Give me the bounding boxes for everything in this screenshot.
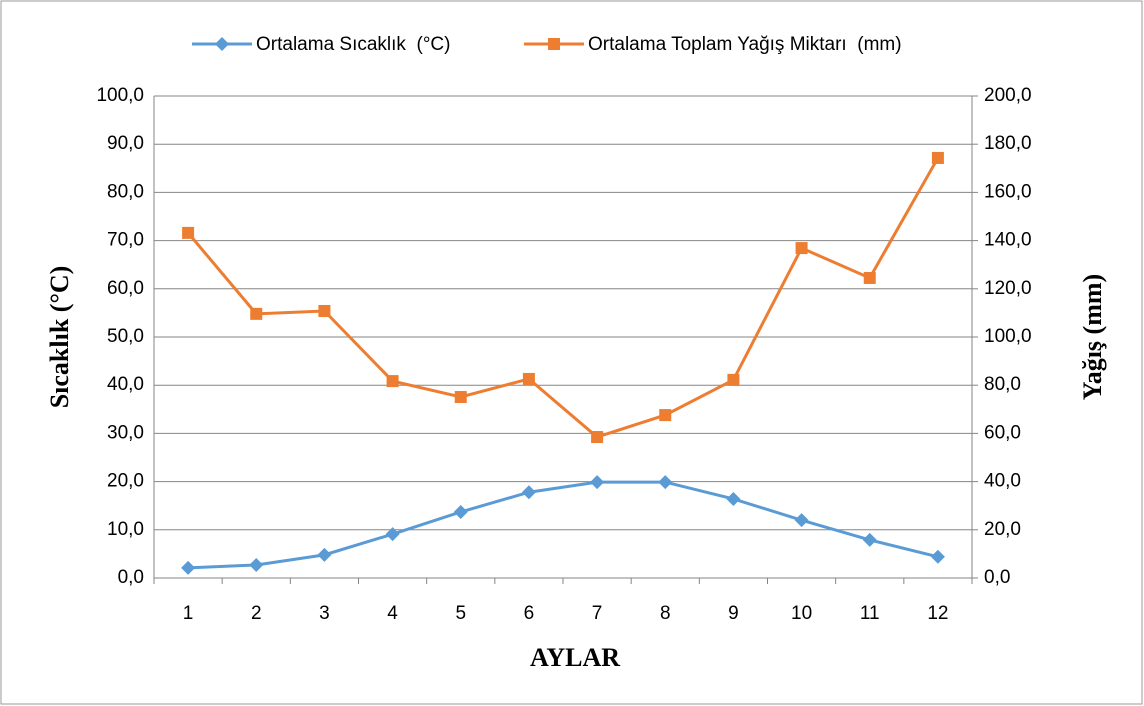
x-tick-label: 10 (791, 603, 812, 624)
y-tick-label: 20,0 (107, 471, 144, 492)
y-tick-label: 90,0 (107, 133, 144, 154)
x-tick-label: 1 (183, 603, 194, 624)
data-point (794, 513, 809, 528)
y2-tick-label: 120,0 (984, 278, 1032, 299)
data-point (863, 271, 876, 284)
x-tick-label: 4 (387, 603, 398, 624)
y-tick-label: 60,0 (107, 278, 144, 299)
series-line (188, 480, 939, 570)
y-axis-title: Sıcaklık (°C) (45, 266, 74, 409)
data-point (453, 504, 468, 519)
x-tick-label: 7 (592, 603, 603, 624)
data-point (591, 431, 604, 444)
y-tick-label: 50,0 (107, 326, 144, 347)
data-point (930, 549, 945, 564)
y2-tick-label: 180,0 (984, 133, 1032, 154)
data-point (182, 226, 195, 239)
series-line (186, 157, 940, 439)
x-tick-label: 3 (319, 603, 330, 624)
x-tick-label: 5 (455, 603, 466, 624)
data-point (454, 391, 467, 404)
data-point (727, 373, 740, 386)
legend-label: Ortalama Sıcaklık (°C) (256, 34, 450, 55)
x-tick-label: 11 (860, 603, 880, 624)
y2-tick-label: 200,0 (984, 85, 1032, 106)
data-point (385, 527, 400, 542)
y2-tick-label: 40,0 (984, 471, 1021, 492)
data-point (317, 547, 332, 562)
data-point (249, 557, 264, 572)
x-axis-title: AYLAR (530, 643, 620, 672)
x-tick-label: 12 (927, 603, 948, 624)
data-point (862, 532, 877, 547)
y-tick-label: 80,0 (107, 181, 144, 202)
x-tick-label: 8 (660, 603, 671, 624)
y-tick-label: 30,0 (107, 422, 144, 443)
y-tick-label: 10,0 (107, 519, 144, 540)
y2-tick-label: 0,0 (984, 567, 1010, 588)
y2-axis-title: Yağış (mm) (1078, 274, 1107, 400)
x-tick-label: 9 (728, 603, 739, 624)
y2-tick-label: 160,0 (984, 181, 1032, 202)
legend-marker (215, 37, 229, 51)
legend-label: Ortalama Toplam Yağış Miktarı (mm) (588, 34, 902, 55)
data-point (318, 304, 331, 317)
data-point (795, 242, 808, 255)
data-point (522, 372, 535, 385)
y2-tick-label: 80,0 (984, 374, 1021, 395)
y-tick-label: 40,0 (107, 374, 144, 395)
y2-tick-label: 100,0 (984, 326, 1032, 347)
legend-marker (548, 38, 560, 50)
data-point (521, 485, 536, 500)
data-point (250, 307, 263, 320)
data-point (659, 409, 672, 422)
y2-tick-label: 60,0 (984, 422, 1021, 443)
data-point (386, 375, 399, 388)
y2-tick-label: 20,0 (984, 519, 1021, 540)
y-tick-label: 100,0 (96, 85, 144, 106)
data-point (658, 475, 673, 490)
y2-tick-label: 140,0 (984, 230, 1032, 251)
x-tick-label: 2 (251, 603, 262, 624)
x-tick-label: 6 (524, 603, 535, 624)
y-tick-label: 70,0 (107, 230, 144, 251)
data-point (931, 151, 944, 164)
data-point (590, 475, 605, 490)
data-point (726, 491, 741, 506)
y-tick-label: 0,0 (118, 567, 144, 588)
data-point (181, 560, 196, 575)
